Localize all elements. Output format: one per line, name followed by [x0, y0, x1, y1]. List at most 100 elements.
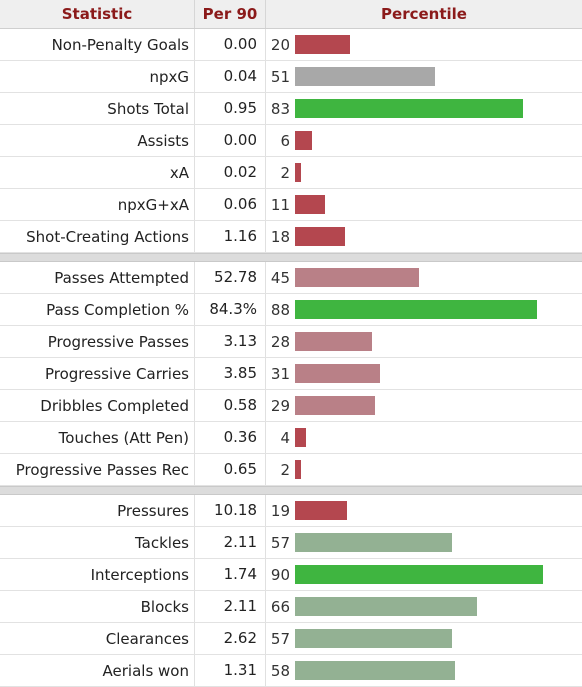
- percentile-value: 88: [270, 300, 290, 319]
- table-row: Pass Completion % 84.3% 88: [0, 294, 582, 326]
- table-row: Progressive Passes 3.13 28: [0, 326, 582, 358]
- percentile-cell: 57: [266, 623, 582, 654]
- stat-name: Progressive Passes Rec: [15, 460, 189, 479]
- percentile-value: 57: [270, 533, 290, 552]
- table-row: npxG+xA 0.06 11: [0, 189, 582, 221]
- percentile-value: 6: [280, 131, 290, 150]
- percentile-value: 19: [270, 501, 290, 520]
- percentile-bar: [295, 195, 326, 214]
- table-row: Clearances 2.62 57: [0, 623, 582, 655]
- stat-name: npxG: [149, 67, 189, 86]
- percentile-value: 28: [270, 332, 290, 351]
- percentile-cell: 11: [266, 189, 582, 220]
- per90-value: 84.3%: [194, 294, 266, 325]
- table-row: Pressures 10.18 19: [0, 495, 582, 527]
- percentile-bar: [295, 227, 345, 246]
- per90-value: 0.06: [194, 189, 266, 220]
- percentile-bar: [295, 533, 452, 552]
- percentile-bar: [295, 428, 306, 447]
- percentile-value: 2: [280, 460, 290, 479]
- percentile-value: 2: [280, 163, 290, 182]
- table-row: Touches (Att Pen) 0.36 4: [0, 422, 582, 454]
- per90-value: 52.78: [194, 262, 266, 293]
- percentile-cell: 57: [266, 527, 582, 558]
- per90-value: 0.65: [194, 454, 266, 485]
- per90-value: 3.13: [194, 326, 266, 357]
- per90-value: 0.02: [194, 157, 266, 188]
- stat-name: Touches (Att Pen): [58, 428, 189, 447]
- percentile-bar: [295, 501, 348, 520]
- stat-name: Dribbles Completed: [40, 396, 189, 415]
- stat-name: Progressive Carries: [44, 364, 189, 383]
- header-per90[interactable]: Per 90: [194, 0, 266, 28]
- percentile-bar: [295, 460, 301, 479]
- table-row: Interceptions 1.74 90: [0, 559, 582, 591]
- percentile-cell: 4: [266, 422, 582, 453]
- table-body: Non-Penalty Goals 0.00 20 npxG 0.04 51 Shots T…: [0, 29, 582, 687]
- percentile-value: 11: [270, 195, 290, 214]
- stat-name: Shots Total: [107, 99, 189, 118]
- percentile-cell: 6: [266, 125, 582, 156]
- percentile-bar: [295, 565, 543, 584]
- percentile-bar: [295, 268, 419, 287]
- stat-name: Shot-Creating Actions: [26, 227, 189, 246]
- header-percentile[interactable]: Percentile: [381, 5, 467, 23]
- percentile-value: 51: [270, 67, 290, 86]
- percentile-bar: [295, 300, 537, 319]
- percentile-value: 4: [280, 428, 290, 447]
- percentile-cell: 18: [266, 221, 582, 252]
- percentile-value: 90: [270, 565, 290, 584]
- percentile-bar: [295, 99, 524, 118]
- table-row: Aerials won 1.31 58: [0, 655, 582, 687]
- stat-name: Aerials won: [102, 661, 189, 680]
- table-row: Progressive Carries 3.85 31: [0, 358, 582, 390]
- table-row: Blocks 2.11 66: [0, 591, 582, 623]
- percentile-cell: 28: [266, 326, 582, 357]
- percentile-cell: 90: [266, 559, 582, 590]
- percentile-bar: [295, 67, 436, 86]
- stat-name: Tackles: [134, 533, 189, 552]
- table-row: Non-Penalty Goals 0.00 20: [0, 29, 582, 61]
- table-row: Shots Total 0.95 83: [0, 93, 582, 125]
- per90-value: 0.00: [194, 29, 266, 60]
- percentile-cell: 88: [266, 294, 582, 325]
- table-row: xA 0.02 2: [0, 157, 582, 189]
- percentile-value: 57: [270, 629, 290, 648]
- percentile-cell: 83: [266, 93, 582, 124]
- header-statistic[interactable]: Statistic: [61, 5, 133, 23]
- per90-value: 1.74: [194, 559, 266, 590]
- per90-value: 2.11: [194, 527, 266, 558]
- percentile-cell: 2: [266, 454, 582, 485]
- stat-name: Passes Attempted: [54, 268, 189, 287]
- stat-name: Blocks: [140, 597, 189, 616]
- percentile-value: 18: [270, 227, 290, 246]
- percentile-value: 20: [270, 35, 290, 54]
- stat-name: Non-Penalty Goals: [51, 35, 189, 54]
- table-row: Shot-Creating Actions 1.16 18: [0, 221, 582, 253]
- per90-value: 1.16: [194, 221, 266, 252]
- per90-value: 2.62: [194, 623, 266, 654]
- percentile-bar: [295, 364, 381, 383]
- percentile-bar: [295, 163, 301, 182]
- percentile-value: 66: [270, 597, 290, 616]
- stat-name: Clearances: [105, 629, 189, 648]
- stat-name: Pass Completion %: [46, 300, 189, 319]
- per90-value: 3.85: [194, 358, 266, 389]
- group-separator: [0, 486, 582, 495]
- table-header: Statistic Per 90 Percentile: [0, 0, 582, 29]
- percentile-cell: 20: [266, 29, 582, 60]
- percentile-bar: [295, 629, 452, 648]
- percentile-cell: 29: [266, 390, 582, 421]
- stat-name: Pressures: [117, 501, 189, 520]
- per90-value: 0.58: [194, 390, 266, 421]
- percentile-value: 29: [270, 396, 290, 415]
- percentile-cell: 66: [266, 591, 582, 622]
- percentile-bar: [295, 35, 350, 54]
- percentile-cell: 45: [266, 262, 582, 293]
- percentile-value: 45: [270, 268, 290, 287]
- per90-value: 0.36: [194, 422, 266, 453]
- stat-name: Assists: [137, 131, 189, 150]
- table-row: Dribbles Completed 0.58 29: [0, 390, 582, 422]
- percentile-bar: [295, 597, 477, 616]
- per90-value: 0.00: [194, 125, 266, 156]
